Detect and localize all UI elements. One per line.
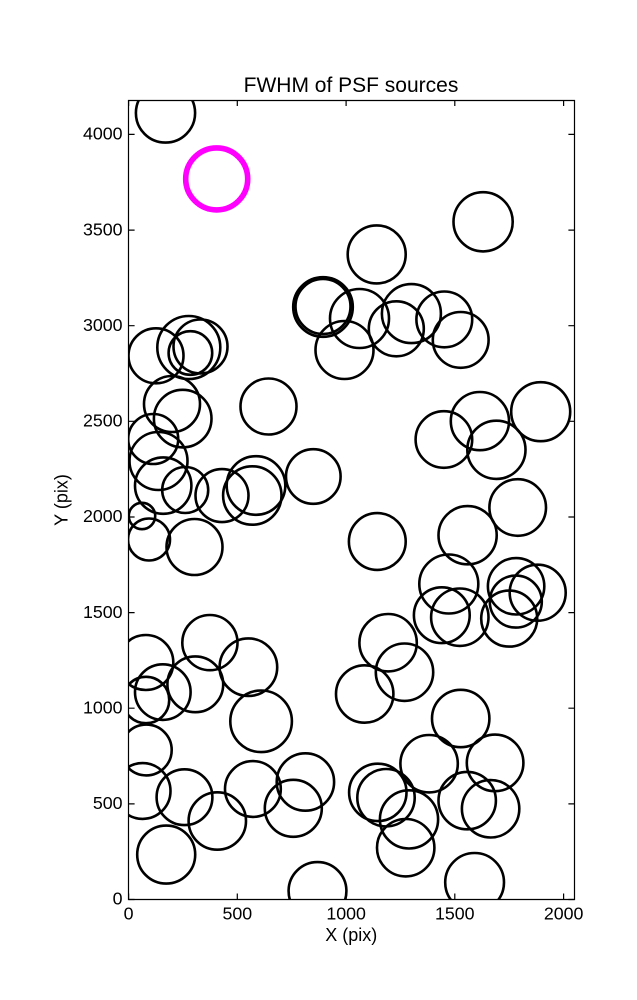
svg-text:FWHM of PSF sources: FWHM of PSF sources xyxy=(244,74,459,97)
svg-text:2000: 2000 xyxy=(83,506,123,526)
svg-text:4000: 4000 xyxy=(83,124,123,144)
svg-text:500: 500 xyxy=(222,904,252,924)
svg-text:2000: 2000 xyxy=(544,904,584,924)
svg-text:0: 0 xyxy=(113,889,123,909)
svg-text:Y (pix): Y (pix) xyxy=(52,474,72,526)
svg-text:3500: 3500 xyxy=(83,219,123,239)
svg-text:X (pix): X (pix) xyxy=(325,925,377,945)
svg-text:0: 0 xyxy=(124,904,134,924)
svg-text:3000: 3000 xyxy=(83,315,123,335)
svg-text:1500: 1500 xyxy=(83,602,123,622)
svg-text:500: 500 xyxy=(93,793,123,813)
svg-text:1000: 1000 xyxy=(83,697,123,717)
svg-text:1000: 1000 xyxy=(326,904,366,924)
svg-text:1500: 1500 xyxy=(435,904,475,924)
svg-text:2500: 2500 xyxy=(83,411,123,431)
